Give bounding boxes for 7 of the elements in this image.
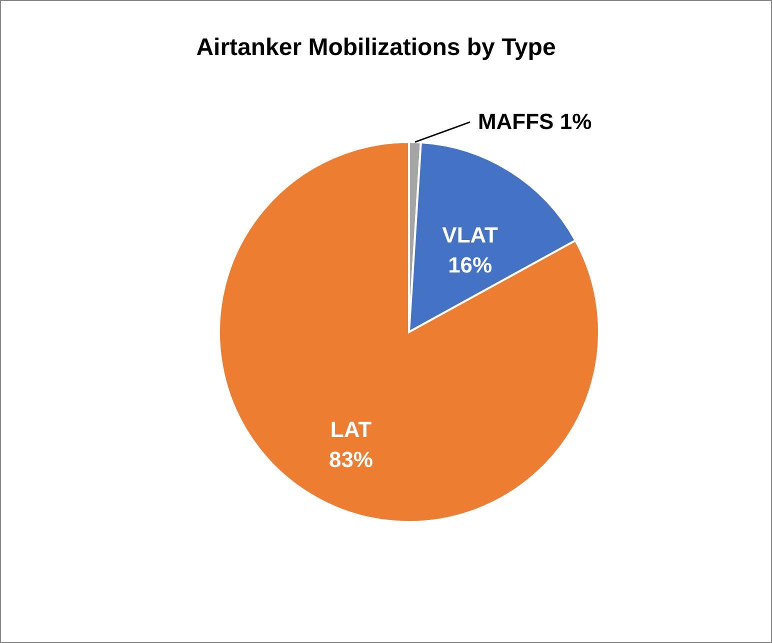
pie-slice (218, 141, 600, 523)
data-label: 83% (328, 447, 373, 472)
slice-label: LAT (330, 417, 372, 442)
chart-title: Airtanker Mobilizations by Type (196, 34, 556, 61)
data-label: 16% (448, 252, 492, 278)
slice-label: MAFFS 1% (478, 109, 592, 134)
slice-label: VLAT (442, 222, 499, 248)
